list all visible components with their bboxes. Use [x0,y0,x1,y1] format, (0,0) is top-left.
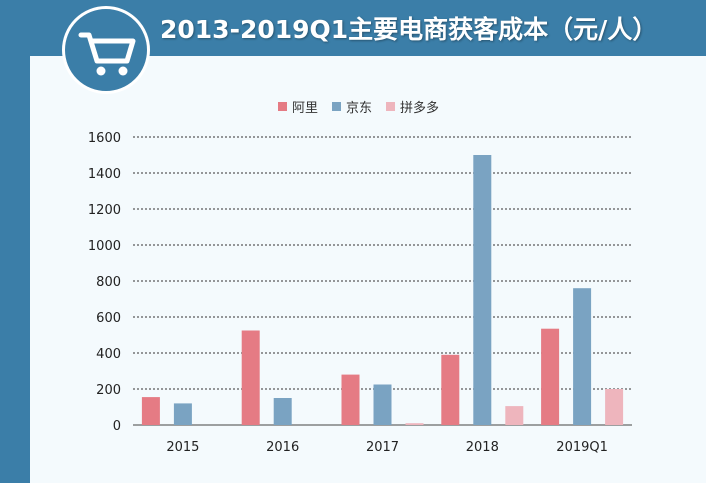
y-tick-label: 200 [96,383,121,398]
y-tick-label: 1400 [88,167,121,182]
chart-legend: 阿里 京东 拼多多 [278,96,439,116]
y-tick-label: 1000 [88,239,121,254]
legend-label: 京东 [346,100,373,116]
legend-item: 阿里 [278,97,318,116]
shopping-cart-icon [78,32,136,76]
bar [441,354,460,425]
bar [573,288,592,425]
x-tick-label: 2018 [466,440,499,455]
x-tick-label: 2015 [166,440,199,455]
bar [605,389,624,425]
bar [241,330,260,425]
bar [505,406,524,425]
bar [541,328,560,425]
legend-label: 阿里 [292,100,319,116]
bar [373,384,392,425]
x-tick-label: 2016 [266,440,299,455]
y-tick-label: 1200 [88,203,121,218]
y-tick-label: 800 [96,275,121,290]
bar [341,374,360,425]
bar [273,398,292,425]
y-tick-label: 600 [96,311,121,326]
bar [473,155,492,425]
legend-item: 拼多多 [386,97,439,116]
bar [173,403,192,425]
legend-label: 拼多多 [400,100,440,116]
legend-swatch [386,101,396,111]
x-tick-label: 2019Q1 [556,440,608,455]
cart-badge [62,6,150,94]
x-tick-label: 2017 [366,440,399,455]
y-tick-label: 0 [113,419,121,434]
bar [141,397,160,425]
legend-swatch [278,101,287,111]
y-tick-label: 400 [96,347,121,362]
legend-item: 京东 [332,97,372,116]
bar [405,423,424,425]
legend-swatch [332,101,342,111]
y-tick-label: 1600 [88,131,121,146]
chart-title: 2013-2019Q1主要电商获客成本（元/人） [160,15,658,44]
